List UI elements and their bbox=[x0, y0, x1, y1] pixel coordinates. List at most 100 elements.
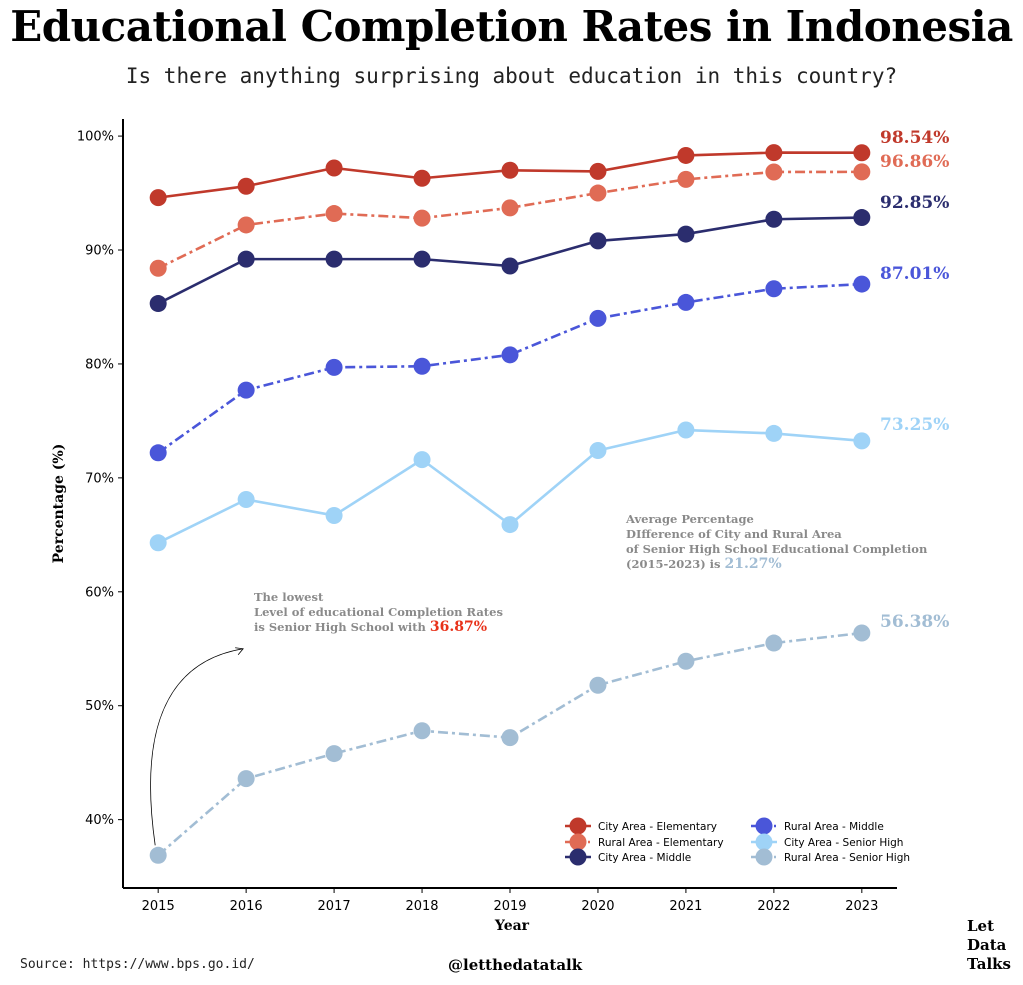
data-point bbox=[237, 177, 255, 195]
annotation-arrow-head bbox=[235, 647, 244, 656]
brand-line: Data bbox=[967, 936, 1007, 954]
x-tick-label: 2023 bbox=[845, 899, 878, 914]
data-point bbox=[413, 451, 431, 469]
annotation-line: Level of educational Completion Rates bbox=[254, 605, 503, 619]
legend: City Area - Elementary Rural Area - Eleme… bbox=[565, 817, 910, 866]
y-tick-label: 60% bbox=[85, 585, 114, 600]
data-point bbox=[237, 381, 255, 399]
data-point bbox=[501, 729, 519, 747]
data-point bbox=[853, 624, 871, 642]
data-point bbox=[501, 199, 519, 217]
annotation-line: DIfference of City and Rural Area bbox=[626, 527, 842, 541]
legend-swatch-marker bbox=[755, 848, 773, 866]
legend-label: Rural Area - Elementary bbox=[598, 837, 724, 849]
data-point bbox=[853, 432, 871, 450]
series-layer bbox=[149, 144, 871, 864]
x-tick-label: 2021 bbox=[669, 899, 702, 914]
data-point bbox=[765, 424, 783, 442]
data-point bbox=[413, 357, 431, 375]
series-2 bbox=[149, 163, 871, 277]
data-point bbox=[413, 209, 431, 227]
end-value-label: 87.01% bbox=[880, 264, 949, 284]
x-axis-label: Year bbox=[494, 918, 530, 934]
brand-logo-text: Let Data Talks bbox=[967, 917, 1011, 974]
source-note: Source: https://www.bps.go.id/ bbox=[20, 957, 255, 972]
series-line bbox=[157, 282, 862, 454]
series-1 bbox=[149, 144, 871, 207]
data-point bbox=[589, 232, 607, 250]
brand-line: Talks bbox=[967, 955, 1011, 973]
annotation-difference: Average Percentage DIfference of City and… bbox=[625, 512, 928, 572]
chart-subtitle: Is there anything surprising about educa… bbox=[125, 64, 898, 88]
data-point bbox=[325, 159, 343, 177]
data-point bbox=[413, 722, 431, 740]
legend-entry: Rural Area - Middle bbox=[751, 817, 884, 835]
data-point bbox=[325, 250, 343, 268]
legend-swatch-marker bbox=[755, 817, 773, 835]
chart-title: Educational Completion Rates in Indonesi… bbox=[10, 2, 1013, 51]
y-tick-label: 40% bbox=[85, 813, 114, 828]
data-point bbox=[501, 516, 519, 534]
end-value-label: 92.85% bbox=[880, 193, 949, 213]
data-point bbox=[237, 216, 255, 234]
brand-line: Let bbox=[967, 917, 995, 935]
x-tick-label: 2019 bbox=[493, 899, 526, 914]
data-point bbox=[149, 189, 167, 207]
end-labels: 98.54% 96.86% 92.85% 87.01% 73.25% 56.38% bbox=[880, 128, 949, 632]
data-point bbox=[501, 257, 519, 275]
y-tick-label: 100% bbox=[77, 130, 114, 145]
legend-label: City Area - Elementary bbox=[598, 821, 717, 833]
data-point bbox=[589, 309, 607, 327]
data-point bbox=[237, 250, 255, 268]
x-tick-label: 2016 bbox=[230, 899, 263, 914]
data-point bbox=[413, 169, 431, 187]
data-point bbox=[853, 144, 871, 162]
data-point bbox=[237, 491, 255, 509]
annotation-line: Average Percentage bbox=[625, 512, 754, 526]
legend-swatch-marker bbox=[569, 848, 587, 866]
series-5 bbox=[149, 421, 871, 552]
legend-entry: City Area - Middle bbox=[565, 848, 691, 866]
end-value-label: 98.54% bbox=[880, 128, 949, 148]
data-point bbox=[677, 146, 695, 164]
data-point bbox=[325, 358, 343, 376]
x-tick-label: 2017 bbox=[318, 899, 351, 914]
data-point bbox=[325, 506, 343, 524]
annotation-arrow bbox=[150, 648, 244, 846]
data-point bbox=[325, 745, 343, 763]
legend-entry: City Area - Elementary bbox=[565, 817, 717, 835]
x-tick-label: 2022 bbox=[757, 899, 790, 914]
y-tick-label: 80% bbox=[85, 357, 114, 372]
legend-label: City Area - Senior High bbox=[784, 837, 903, 849]
data-point bbox=[149, 534, 167, 552]
data-point bbox=[677, 652, 695, 670]
y-tick-label: 70% bbox=[85, 471, 114, 486]
legend-entry: City Area - Senior High bbox=[751, 833, 903, 851]
data-point bbox=[765, 634, 783, 652]
x-tick-label: 2018 bbox=[405, 899, 438, 914]
data-point bbox=[677, 225, 695, 243]
data-point bbox=[501, 161, 519, 179]
data-point bbox=[677, 293, 695, 311]
data-point bbox=[589, 442, 607, 460]
axes: 40% 50% 60% 70% 80% 90% 100% 2015 2016 2017 2018 20… bbox=[51, 119, 897, 934]
data-point bbox=[501, 346, 519, 364]
y-tick-label: 50% bbox=[85, 699, 114, 714]
y-axis-label: Percentage (%) bbox=[51, 444, 67, 564]
annotations: The lowest Level of educational Completio… bbox=[150, 512, 928, 846]
data-point bbox=[853, 275, 871, 293]
legend-label: Rural Area - Senior High bbox=[784, 852, 910, 864]
x-tick-label: 2015 bbox=[142, 899, 175, 914]
data-point bbox=[765, 144, 783, 162]
legend-entry: Rural Area - Elementary bbox=[565, 833, 724, 851]
data-point bbox=[237, 770, 255, 788]
data-point bbox=[853, 209, 871, 227]
annotation-line: of Senior High School Educational Comple… bbox=[626, 542, 928, 556]
annotation-line: (2015-2023) is bbox=[626, 557, 725, 571]
series-line bbox=[157, 170, 862, 270]
data-point bbox=[149, 259, 167, 277]
data-point bbox=[765, 280, 783, 298]
data-point bbox=[677, 170, 695, 188]
annotation-lowest: The lowest Level of educational Completio… bbox=[254, 590, 503, 635]
